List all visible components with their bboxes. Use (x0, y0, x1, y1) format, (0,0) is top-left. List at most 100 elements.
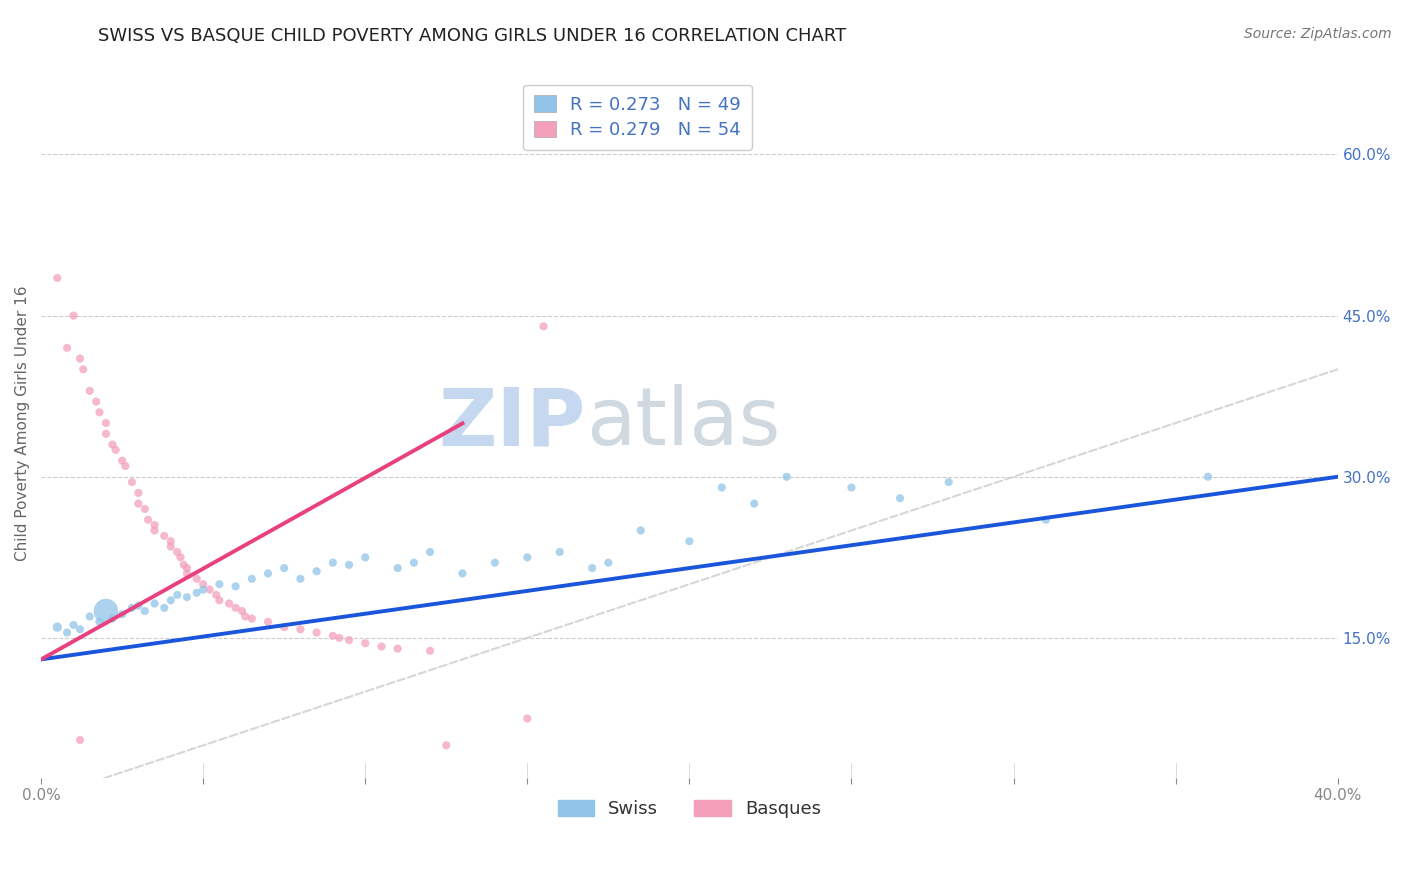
Point (548, 545, 571, 559)
Point (127, 497, 149, 511)
Point (1197, 469, 1219, 483)
Point (169, 550, 191, 565)
Point (136, 513, 159, 527)
Point (889, 491, 911, 506)
Point (290, 572, 312, 586)
Point (240, 572, 263, 586)
Point (46, 620, 69, 634)
Point (305, 564, 328, 578)
Point (79, 609, 101, 624)
Point (240, 611, 263, 625)
Point (121, 475, 143, 490)
Point (419, 644, 441, 658)
Point (938, 475, 960, 490)
Point (143, 524, 166, 538)
Point (166, 588, 188, 602)
Point (322, 629, 344, 643)
Point (354, 636, 377, 650)
Point (598, 556, 620, 570)
Point (225, 579, 247, 593)
Point (159, 534, 181, 549)
Point (111, 607, 134, 622)
Point (94, 416, 117, 430)
Point (322, 556, 344, 570)
Text: Source: ZipAtlas.com: Source: ZipAtlas.com (1244, 27, 1392, 41)
Point (484, 556, 506, 570)
Point (630, 524, 652, 538)
Point (121, 600, 143, 615)
Y-axis label: Child Poverty Among Girls Under 16: Child Poverty Among Girls Under 16 (15, 285, 30, 561)
Point (1035, 513, 1057, 527)
Point (233, 609, 256, 624)
Point (186, 586, 208, 600)
Point (84, 394, 107, 409)
Point (176, 566, 198, 581)
Point (69, 733, 91, 747)
Point (290, 623, 312, 637)
Point (402, 556, 425, 570)
Point (62, 618, 84, 632)
Point (231, 604, 253, 618)
Point (354, 550, 377, 565)
Point (159, 540, 181, 554)
Text: atlas: atlas (586, 384, 780, 462)
Point (451, 566, 474, 581)
Point (516, 711, 538, 725)
Point (516, 550, 538, 565)
Point (186, 572, 208, 586)
Point (387, 561, 409, 575)
Point (205, 588, 228, 602)
Point (153, 600, 176, 615)
Point (533, 319, 555, 334)
Point (198, 582, 221, 597)
Point (328, 631, 350, 645)
Point (114, 458, 136, 473)
Point (841, 481, 863, 495)
Point (111, 453, 134, 467)
Point (337, 558, 360, 572)
Text: SWISS VS BASQUE CHILD POVERTY AMONG GIRLS UNDER 16 CORRELATION CHART: SWISS VS BASQUE CHILD POVERTY AMONG GIRL… (98, 27, 846, 45)
Point (134, 604, 156, 618)
Point (89, 405, 111, 419)
Point (159, 593, 181, 607)
Point (434, 739, 457, 753)
Point (101, 611, 124, 625)
Point (678, 534, 700, 549)
Text: ZIP: ZIP (439, 384, 586, 462)
Point (101, 437, 124, 451)
Point (581, 561, 603, 575)
Point (72, 362, 94, 376)
Point (387, 641, 409, 656)
Point (193, 582, 215, 597)
Point (710, 481, 733, 495)
Point (176, 590, 198, 604)
Point (127, 486, 149, 500)
Point (273, 561, 295, 575)
Point (166, 545, 188, 559)
Point (153, 529, 176, 543)
Point (370, 640, 392, 654)
Point (69, 351, 91, 366)
Point (173, 558, 195, 572)
Point (775, 469, 797, 483)
Point (143, 518, 166, 533)
Legend: Swiss, Basques: Swiss, Basques (551, 793, 828, 825)
Point (46, 271, 69, 285)
Point (62, 309, 84, 323)
Point (56, 625, 79, 640)
Point (94, 604, 117, 618)
Point (257, 615, 280, 629)
Point (193, 577, 215, 591)
Point (742, 497, 765, 511)
Point (56, 341, 79, 355)
Point (218, 597, 240, 611)
Point (134, 502, 156, 516)
Point (208, 577, 231, 591)
Point (94, 426, 117, 441)
Point (305, 625, 328, 640)
Point (337, 633, 360, 648)
Point (208, 593, 231, 607)
Point (89, 615, 111, 629)
Point (69, 623, 91, 637)
Point (104, 442, 127, 457)
